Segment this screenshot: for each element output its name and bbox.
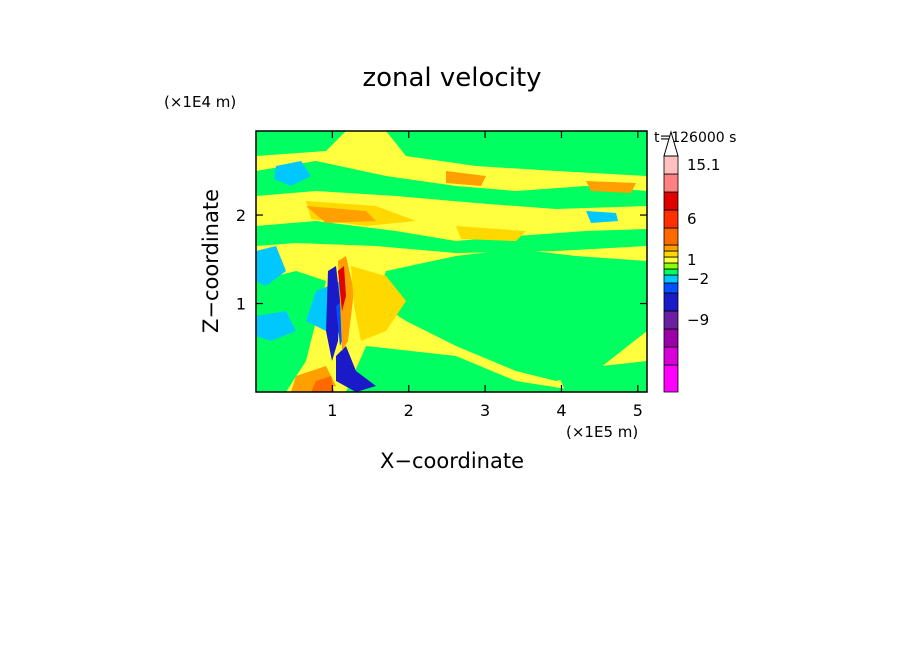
chart-title: zonal velocity <box>362 63 541 93</box>
colorbar-level <box>663 282 679 294</box>
y-scale-label: (×1E4 m) <box>164 93 236 111</box>
colorbar-level <box>663 209 679 229</box>
contour-region <box>256 246 286 286</box>
contour-region <box>256 221 647 253</box>
contour-region <box>556 361 647 392</box>
contour-region <box>326 266 340 361</box>
colorbar-level <box>663 256 679 264</box>
y-tick-label: 1 <box>236 295 246 314</box>
x-axis-label: X−coordinate <box>380 449 524 473</box>
colorbar-level <box>663 227 679 246</box>
contour-region <box>256 161 647 209</box>
x-tick-label: 1 <box>327 401 337 420</box>
plot-area <box>256 131 647 392</box>
contour-region <box>311 376 334 392</box>
time-label: t=126000 s <box>654 130 736 146</box>
colorbar: 15.1 6 1−2 −9 <box>663 130 720 393</box>
plot-frame <box>255 130 648 393</box>
contour-region <box>256 311 296 341</box>
contour-region <box>376 249 647 381</box>
contour-region <box>274 161 311 186</box>
colorbar-label: 6 <box>687 210 697 228</box>
colorbar-level <box>663 173 679 193</box>
colorbar-level <box>663 244 679 252</box>
x-tick-label: 5 <box>633 401 643 420</box>
y-axis-label: Z−coordinate <box>199 189 223 333</box>
y-axis-ticks: 12 <box>236 206 647 314</box>
colorbar-level <box>663 292 679 312</box>
contour-region <box>338 266 346 311</box>
contour-region <box>346 346 586 392</box>
contour-region <box>306 206 376 223</box>
x-axis-ticks: 1 2 3 4 5 <box>327 131 643 420</box>
colorbar-label: 1 <box>687 251 697 269</box>
x-scale-label: (×1E5 m) <box>566 423 638 441</box>
contour-region <box>256 131 346 156</box>
colorbar-level <box>663 346 679 366</box>
colorbar-level <box>663 191 679 211</box>
colorbar-label: 15.1 <box>687 156 720 174</box>
colorbar-level <box>663 310 679 330</box>
colorbar-level <box>663 268 679 276</box>
colorbar-level <box>663 250 679 258</box>
contour-region <box>386 131 647 176</box>
contour-region <box>446 171 486 186</box>
colorbar-label: −9 <box>687 311 709 329</box>
contour-region <box>586 211 618 223</box>
x-tick-label: 4 <box>556 401 566 420</box>
x-tick-label: 3 <box>480 401 490 420</box>
contour-region <box>586 181 636 193</box>
colorbar-level <box>663 328 679 348</box>
colorbar-level <box>663 262 679 270</box>
colorbar-label: −2 <box>687 270 709 288</box>
contour-region <box>456 226 526 241</box>
contour-region <box>351 266 406 341</box>
colorbar-level <box>663 364 679 393</box>
colorbar-level <box>663 155 679 175</box>
y-tick-label: 2 <box>236 206 246 225</box>
contour-field <box>256 131 647 392</box>
x-tick-label: 2 <box>404 401 414 420</box>
colorbar-overflow-arrow <box>663 130 679 157</box>
colorbar-level <box>663 274 679 284</box>
contour-region <box>336 346 376 392</box>
